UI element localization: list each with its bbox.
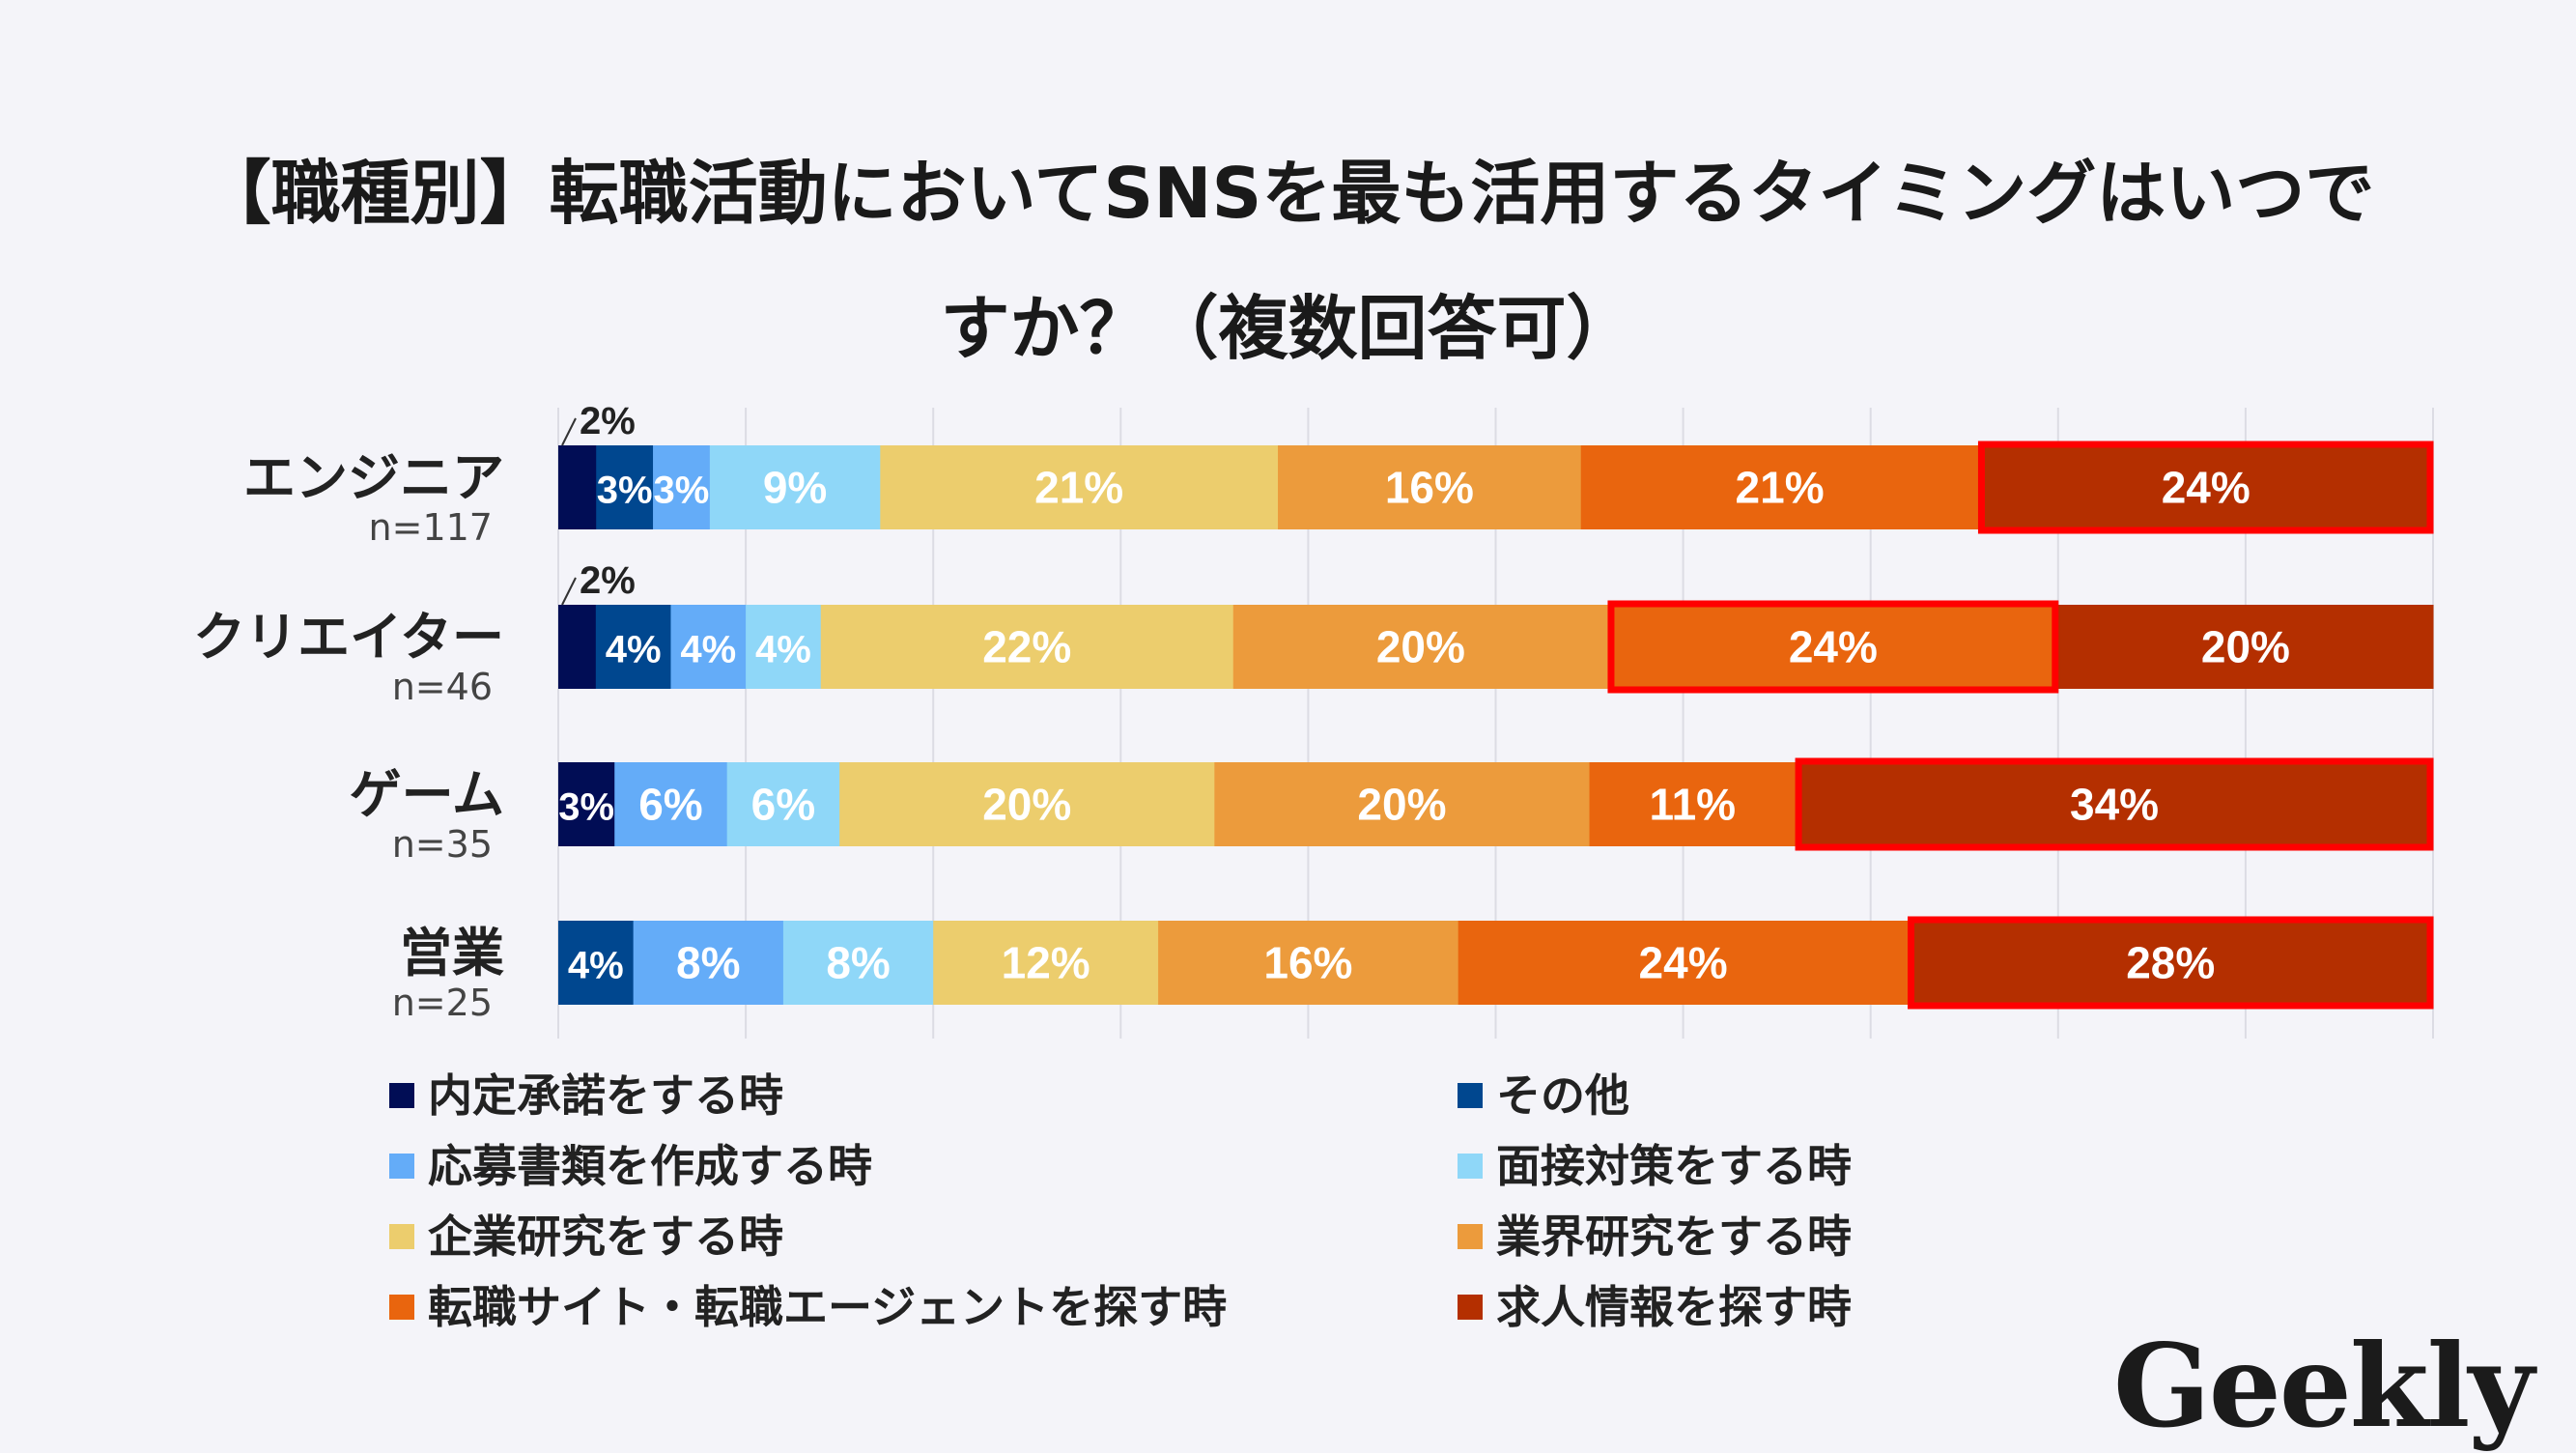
data-label-leader — [561, 417, 577, 446]
legend-swatch — [389, 1224, 414, 1249]
bar-segment — [820, 605, 1234, 689]
data-label: 16% — [1263, 938, 1352, 988]
bar-segment — [1796, 762, 2434, 846]
legend-label: 面接対策をする時 — [1496, 1140, 1852, 1192]
bar-segment — [726, 762, 840, 846]
bar-segment — [839, 762, 1215, 846]
category-label: ゲーム — [350, 764, 504, 825]
data-label: 24% — [2162, 463, 2250, 513]
bar-segment — [558, 445, 597, 529]
bar-segment — [2057, 605, 2434, 689]
data-label: 3% — [558, 786, 614, 829]
bar-segment — [633, 921, 784, 1005]
legend-label: 業界研究をする時 — [1496, 1211, 1852, 1263]
bar-segment — [1458, 921, 1910, 1005]
legend-swatch — [1458, 1224, 1483, 1249]
data-label: 20% — [1357, 780, 1446, 830]
bar-segment — [1278, 445, 1582, 529]
category-n-label: n=35 — [392, 823, 493, 866]
data-label: 24% — [1789, 622, 1878, 672]
bar-segment — [1580, 445, 1979, 529]
highlight-box — [1977, 441, 2434, 534]
data-label: 20% — [1376, 622, 1465, 672]
data-label: 9% — [763, 463, 827, 513]
bar-segment — [933, 921, 1159, 1005]
legend-label: 応募書類を作成する時 — [428, 1140, 872, 1192]
bar-segment — [558, 605, 597, 689]
category-n-label: n=117 — [369, 506, 493, 549]
category-label: クリエイター — [193, 607, 504, 668]
data-label: 28% — [2126, 938, 2215, 988]
data-label: 4% — [680, 629, 736, 671]
bar-segment — [880, 445, 1279, 529]
title-line-2: すか？（複数回答可） — [940, 288, 1636, 369]
data-label: 4% — [755, 629, 811, 671]
bar-segment — [558, 762, 615, 846]
legend-swatch — [1458, 1295, 1483, 1320]
highlight-box — [1607, 600, 2059, 694]
data-label: 12% — [1002, 938, 1090, 988]
data-label: 6% — [751, 780, 815, 830]
data-label: 4% — [606, 629, 662, 671]
data-label: 8% — [826, 938, 890, 988]
bar-segment — [1589, 762, 1797, 846]
bar-segment — [614, 762, 728, 846]
bar-segment — [1232, 605, 1609, 689]
legend-label: 求人情報を探す時 — [1496, 1281, 1852, 1333]
data-label: 34% — [2070, 780, 2159, 830]
data-label: 8% — [676, 938, 740, 988]
data-label: 21% — [1736, 463, 1825, 513]
category-label: エンジニア — [243, 447, 504, 508]
highlight-box — [1795, 757, 2434, 851]
legend-label: 転職サイト・転職エージェントを探す時 — [428, 1281, 1227, 1333]
geekly-logo: Geekly — [2112, 1319, 2534, 1453]
chart-title: 【職種別】転職活動においてSNSを最も活用するタイミングはいつで すか？（複数回… — [0, 126, 2576, 396]
data-label: 22% — [982, 622, 1071, 672]
data-label: 11% — [1650, 780, 1737, 830]
data-label: 21% — [1034, 463, 1123, 513]
data-label: 24% — [1639, 938, 1728, 988]
bar-segment — [558, 921, 635, 1005]
bar-segment — [595, 605, 671, 689]
highlight-box — [1908, 916, 2434, 1010]
bar-segment — [746, 605, 822, 689]
data-label: 6% — [638, 780, 702, 830]
data-label: 3% — [597, 470, 653, 512]
legend-swatch — [1458, 1083, 1483, 1108]
legend-swatch — [389, 1295, 414, 1320]
data-label: 2% — [580, 400, 636, 442]
data-label-leader — [561, 577, 577, 606]
data-label: 20% — [2201, 622, 2290, 672]
bar-segment — [1908, 921, 2434, 1005]
title-line-1: 【職種別】転職活動においてSNSを最も活用するタイミングはいつで — [201, 153, 2375, 234]
data-label: 16% — [1385, 463, 1474, 513]
bar-segment — [1978, 445, 2434, 529]
bar-segment — [1607, 605, 2059, 689]
legend-swatch — [389, 1083, 414, 1108]
category-label: 営業 — [400, 923, 504, 983]
bar-segment — [1214, 762, 1591, 846]
bar-segment — [1158, 921, 1459, 1005]
category-n-label: n=25 — [392, 982, 493, 1024]
legend-label: 企業研究をする時 — [428, 1211, 783, 1263]
legend-label: 内定承諾をする時 — [428, 1069, 783, 1122]
data-label: 4% — [568, 945, 624, 987]
data-label: 3% — [654, 470, 710, 512]
bar-segment — [670, 605, 747, 689]
bar-segment — [709, 445, 881, 529]
data-label: 2% — [580, 559, 636, 602]
legend-label: その他 — [1496, 1069, 1629, 1122]
legend-swatch — [389, 1154, 414, 1179]
category-n-label: n=46 — [392, 666, 493, 708]
bar-segment — [653, 445, 711, 529]
bar-segment — [782, 921, 934, 1005]
data-label: 20% — [982, 780, 1071, 830]
legend-swatch — [1458, 1154, 1483, 1179]
bar-segment — [596, 445, 654, 529]
